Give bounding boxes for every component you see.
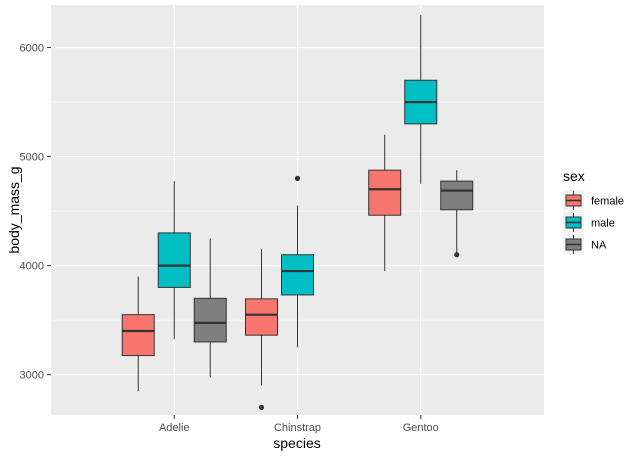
boxes	[121, 14, 474, 410]
outlier-point	[454, 252, 460, 258]
x-axis-title: species	[273, 435, 320, 451]
box-NA-gentoo	[440, 170, 474, 258]
box-iqr	[193, 297, 227, 343]
y-tick-label: 4000	[20, 261, 44, 273]
legend-label-female: female	[591, 196, 624, 208]
x-axis: Adelie Chinstrap Gentoo	[159, 415, 439, 434]
box-female-chinstrap	[245, 249, 278, 410]
outlier-point	[294, 175, 301, 181]
box-iqr	[121, 314, 155, 357]
legend-label-NA: NA	[591, 240, 607, 252]
box-male-chinstrap	[281, 175, 314, 348]
y-tick-label: 3000	[20, 370, 44, 382]
y-axis-title: body_mass_g	[6, 166, 22, 253]
legend-title: sex	[563, 168, 585, 184]
box-iqr	[245, 298, 278, 336]
legend: sex female male NA	[563, 168, 624, 255]
box-iqr	[157, 232, 191, 288]
box-female-adelie	[121, 276, 155, 392]
y-axis: 3000 4000 5000 6000	[20, 43, 51, 382]
box-male-adelie	[157, 181, 191, 340]
y-tick-label: 6000	[20, 43, 44, 55]
box-NA-adelie	[193, 238, 227, 378]
outlier-point	[258, 404, 265, 410]
y-tick-label: 5000	[20, 152, 44, 164]
box-iqr	[281, 254, 314, 296]
x-tick-label: Adelie	[159, 422, 190, 434]
box-iqr	[368, 169, 402, 216]
box-female-gentoo	[368, 134, 402, 272]
x-tick-label: Gentoo	[403, 422, 439, 434]
box-male-gentoo	[404, 14, 438, 184]
x-tick-label: Chinstrap	[274, 422, 321, 434]
box-iqr	[440, 180, 474, 211]
legend-label-male: male	[591, 218, 615, 230]
